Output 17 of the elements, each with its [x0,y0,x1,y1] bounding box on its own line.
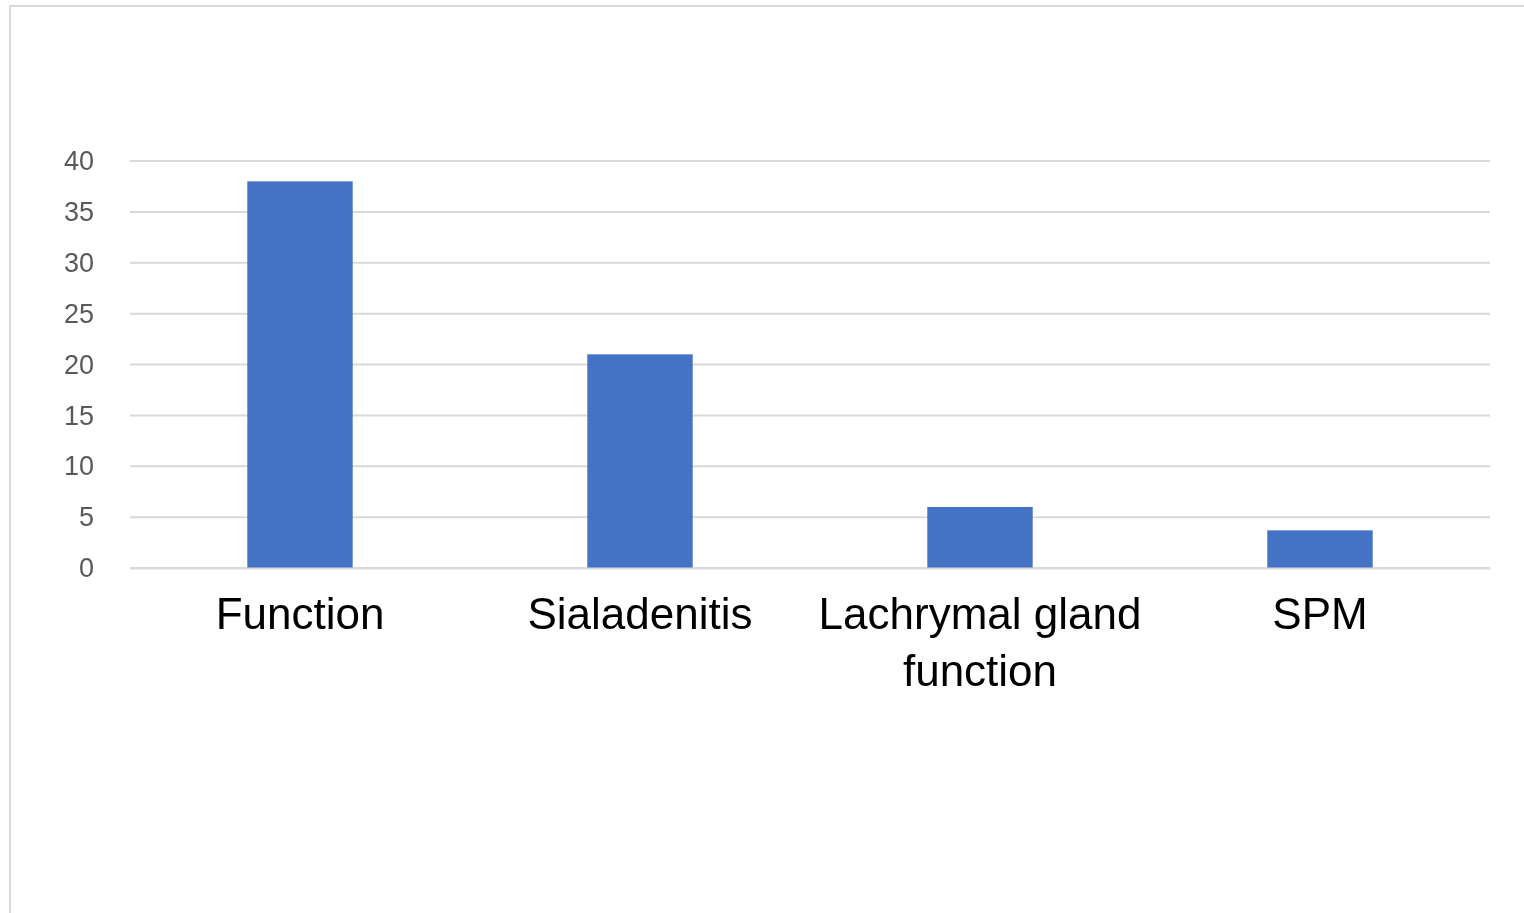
y-tick-label: 40 [63,146,94,177]
y-tick-label: 0 [78,553,94,584]
y-tick-label: 20 [63,349,94,380]
bar [247,181,353,568]
y-tick-label: 25 [63,298,94,329]
y-tick-label: 5 [78,502,94,533]
y-tick-label: 35 [63,197,94,228]
bar [1267,530,1373,568]
x-tick-label: SPM [1272,589,1368,639]
x-tick-label: Lachrymal gland function [818,589,1142,696]
x-tick-label: Function [215,589,385,639]
y-tick-label: 10 [63,451,94,482]
y-tick-label: 30 [63,247,94,278]
bar [587,354,693,568]
bar [927,506,1033,568]
y-tick-label: 15 [63,400,94,431]
x-tick-label: Sialadenitis [527,589,753,639]
